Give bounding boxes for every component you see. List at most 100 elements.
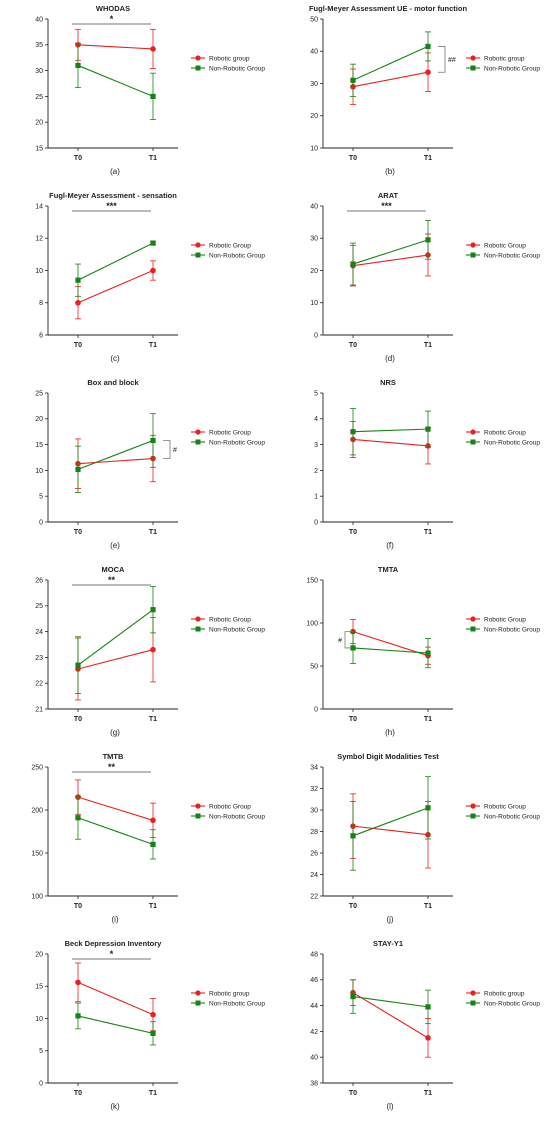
- legend-entry: Non-Robotic Group: [466, 439, 540, 446]
- legend-entry: Robotic Group: [466, 616, 526, 623]
- y-tick-label: 5: [314, 390, 318, 397]
- y-tick-label: 15: [35, 984, 43, 991]
- legend-label: Non-Robotic Group: [209, 626, 265, 633]
- y-tick-label: 30: [310, 81, 318, 88]
- series-line: [352, 254, 429, 267]
- data-point-circle: [425, 69, 431, 76]
- series-non-robotic: [350, 632, 431, 669]
- y-tick-label: 21: [35, 706, 43, 713]
- data-point-circle: [425, 1035, 431, 1041]
- legend-marker: [195, 252, 201, 258]
- y-tick-label: 100: [31, 893, 43, 900]
- chart-panel-g: MOCA 21 22 23 24 25 26 T0 T1 (g) Robotic Group Non-…: [0, 561, 275, 748]
- y-tick-label: 1: [314, 494, 318, 501]
- y-tick-label: 20: [35, 120, 43, 127]
- x-tick-label: T0: [349, 1090, 357, 1097]
- chart-panel-l: STAY-Y1 38 40 42 44 46 48 T0 T1 (l) Robotic group N…: [275, 935, 550, 1122]
- legend-entry: Non-Robotic Group: [191, 65, 265, 72]
- y-tick-label: 38: [310, 1080, 318, 1087]
- y-tick-label: 10: [35, 268, 43, 275]
- y-tick-label: 50: [310, 16, 318, 23]
- chart-title: Fugl-Meyer Assessment - sensation: [49, 191, 177, 200]
- series-line: [352, 825, 429, 836]
- legend-marker: [470, 55, 476, 61]
- legend-entry: Non-Robotic Group: [191, 252, 265, 259]
- chart-svg: Symbol Digit Modalities Test 22 24 26 28 30 32…: [310, 752, 540, 924]
- legend-label: Non-Robotic Group: [484, 439, 540, 446]
- series-robotic: [350, 793, 431, 869]
- legend-label: Robotic Group: [209, 429, 251, 436]
- data-point-square: [425, 650, 431, 656]
- y-tick-label: 5: [39, 1048, 43, 1055]
- significance-bracket: [344, 631, 352, 649]
- y-tick-label: 0: [39, 519, 43, 526]
- legend-marker: [470, 626, 476, 632]
- y-tick-label: 12: [35, 236, 43, 243]
- chart-panel-b: Fugl-Meyer Assessment UE - motor functio…: [275, 0, 550, 187]
- y-tick-label: 150: [306, 577, 318, 584]
- significance-label: ##: [448, 57, 456, 64]
- x-tick-label: T0: [349, 716, 357, 723]
- x-tick-label: T1: [149, 1090, 157, 1097]
- legend-label: Robotic group: [209, 55, 250, 62]
- y-tick-label: 30: [310, 236, 318, 243]
- series-line: [352, 71, 429, 88]
- data-point-square: [75, 815, 81, 821]
- y-tick-label: 3: [314, 442, 318, 449]
- series-non-robotic: [75, 42, 156, 121]
- data-point-square: [350, 833, 356, 839]
- x-tick-label: T0: [74, 155, 82, 162]
- legend-label: Robotic Group: [209, 803, 251, 810]
- chart-panel-c: Fugl-Meyer Assessment - sensation 6 8 10 12 1…: [0, 187, 275, 374]
- x-tick-label: T0: [74, 342, 82, 349]
- data-point-circle: [150, 817, 156, 824]
- series-line: [352, 996, 429, 1008]
- series-line: [77, 649, 154, 670]
- y-tick-label: 34: [310, 764, 318, 771]
- chart-svg: MOCA 21 22 23 24 25 26 T0 T1 (g) Robotic Group Non-…: [35, 565, 265, 737]
- legend-entry: Robotic group: [466, 990, 525, 997]
- y-tick-label: 46: [310, 977, 318, 984]
- series-non-robotic: [350, 408, 431, 456]
- chart-title: Symbol Digit Modalities Test: [337, 752, 439, 761]
- significance-bracket: [163, 440, 171, 459]
- legend-label: Robotic Group: [209, 242, 251, 249]
- legend-label: Robotic Group: [484, 616, 526, 623]
- x-tick-label: T1: [149, 903, 157, 910]
- legend-label: Non-Robotic Group: [209, 1000, 265, 1007]
- y-tick-label: 30: [35, 68, 43, 75]
- legend-entry: Non-Robotic Group: [191, 626, 265, 633]
- y-tick-label: 250: [31, 764, 43, 771]
- legend-entry: Non-Robotic Group: [191, 1000, 265, 1007]
- legend-label: Robotic Group: [209, 616, 251, 623]
- series-non-robotic: [350, 31, 431, 97]
- significance-label: **: [108, 575, 116, 585]
- series-robotic: [75, 28, 156, 69]
- series-robotic: [350, 420, 431, 465]
- y-tick-label: 23: [35, 655, 43, 662]
- x-tick-label: T0: [349, 155, 357, 162]
- series-line: [77, 269, 154, 304]
- chart-svg: TMTB 100 150 200 250 T0 T1 (i) Robotic Group Non-…: [31, 752, 265, 924]
- legend-marker: [195, 429, 201, 435]
- series-line: [77, 817, 154, 845]
- x-tick-label: T1: [149, 342, 157, 349]
- legend-label: Non-Robotic Group: [484, 813, 540, 820]
- x-tick-label: T1: [424, 903, 432, 910]
- y-tick-label: 6: [39, 332, 43, 339]
- data-point-square: [75, 277, 81, 283]
- series-line: [77, 457, 154, 465]
- legend-label: Robotic Group: [484, 803, 526, 810]
- legend-entry: Robotic Group: [191, 242, 251, 249]
- panel-caption: (i): [111, 915, 118, 924]
- legend-marker: [195, 242, 201, 248]
- chart-svg: WHODAS 15 20 25 30 35 40 T0 T1 (a) Robotic group No…: [35, 4, 265, 176]
- y-tick-label: 24: [310, 872, 318, 879]
- legend-label: Non-Robotic Group: [484, 626, 540, 633]
- x-tick-label: T1: [424, 342, 432, 349]
- series-line: [352, 45, 429, 81]
- series-line: [77, 242, 154, 281]
- chart-panel-i: TMTB 100 150 200 250 T0 T1 (i) Robotic Group Non-…: [0, 748, 275, 935]
- chart-title: Box and block: [87, 378, 139, 387]
- data-point-square: [75, 662, 81, 668]
